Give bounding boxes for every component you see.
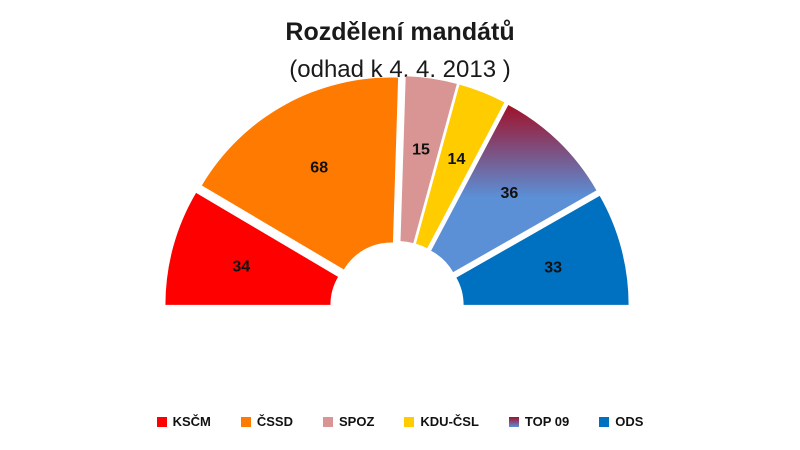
legend-swatch bbox=[508, 416, 519, 427]
legend-swatch bbox=[404, 416, 415, 427]
slice-spoz bbox=[400, 76, 457, 244]
legend-swatch bbox=[599, 416, 610, 427]
slice-ods bbox=[456, 195, 629, 305]
legend-swatch bbox=[156, 416, 167, 427]
legend-label: TOP 09 bbox=[524, 414, 570, 429]
slice-kdu-csl bbox=[415, 84, 505, 249]
legend-item-kdu-csl: KDU-ČSL bbox=[404, 414, 479, 429]
legend-swatch bbox=[323, 416, 333, 427]
legend-item-kscm: KSČM bbox=[156, 414, 211, 429]
slice-cssd bbox=[201, 77, 399, 270]
data-label-cssd: 68 bbox=[310, 159, 328, 176]
chart-legend: KSČM ČSSD SPOZ KDU-ČSL TOP 09 ODS bbox=[0, 414, 800, 429]
data-label-ods: 33 bbox=[544, 260, 562, 277]
data-label-spoz: 15 bbox=[412, 141, 430, 158]
slice-kscm bbox=[165, 192, 339, 305]
data-label-kscm: 34 bbox=[232, 258, 250, 275]
data-label-top-09: 36 bbox=[500, 185, 518, 202]
legend-label: KDU-ČSL bbox=[420, 414, 479, 429]
legend-label: SPOZ bbox=[339, 414, 375, 429]
legend-item-top-09: TOP 09 bbox=[508, 414, 570, 429]
legend-label: KSČM bbox=[172, 414, 211, 429]
legend-item-cssd: ČSSD bbox=[240, 414, 293, 429]
legend-swatch bbox=[240, 416, 251, 427]
legend-item-ods: ODS bbox=[599, 414, 643, 429]
data-label-kdu-csl: 14 bbox=[448, 151, 466, 168]
slice-top-09 bbox=[431, 104, 597, 273]
legend-label: ODS bbox=[615, 414, 644, 429]
legend-item-spoz: SPOZ bbox=[323, 414, 374, 429]
chart-subtitle: (odhad k 4. 4. 2013 ) bbox=[289, 56, 511, 83]
chart-title: Rozdělení mandátů bbox=[285, 18, 515, 46]
legend-label: ČSSD bbox=[256, 414, 293, 429]
